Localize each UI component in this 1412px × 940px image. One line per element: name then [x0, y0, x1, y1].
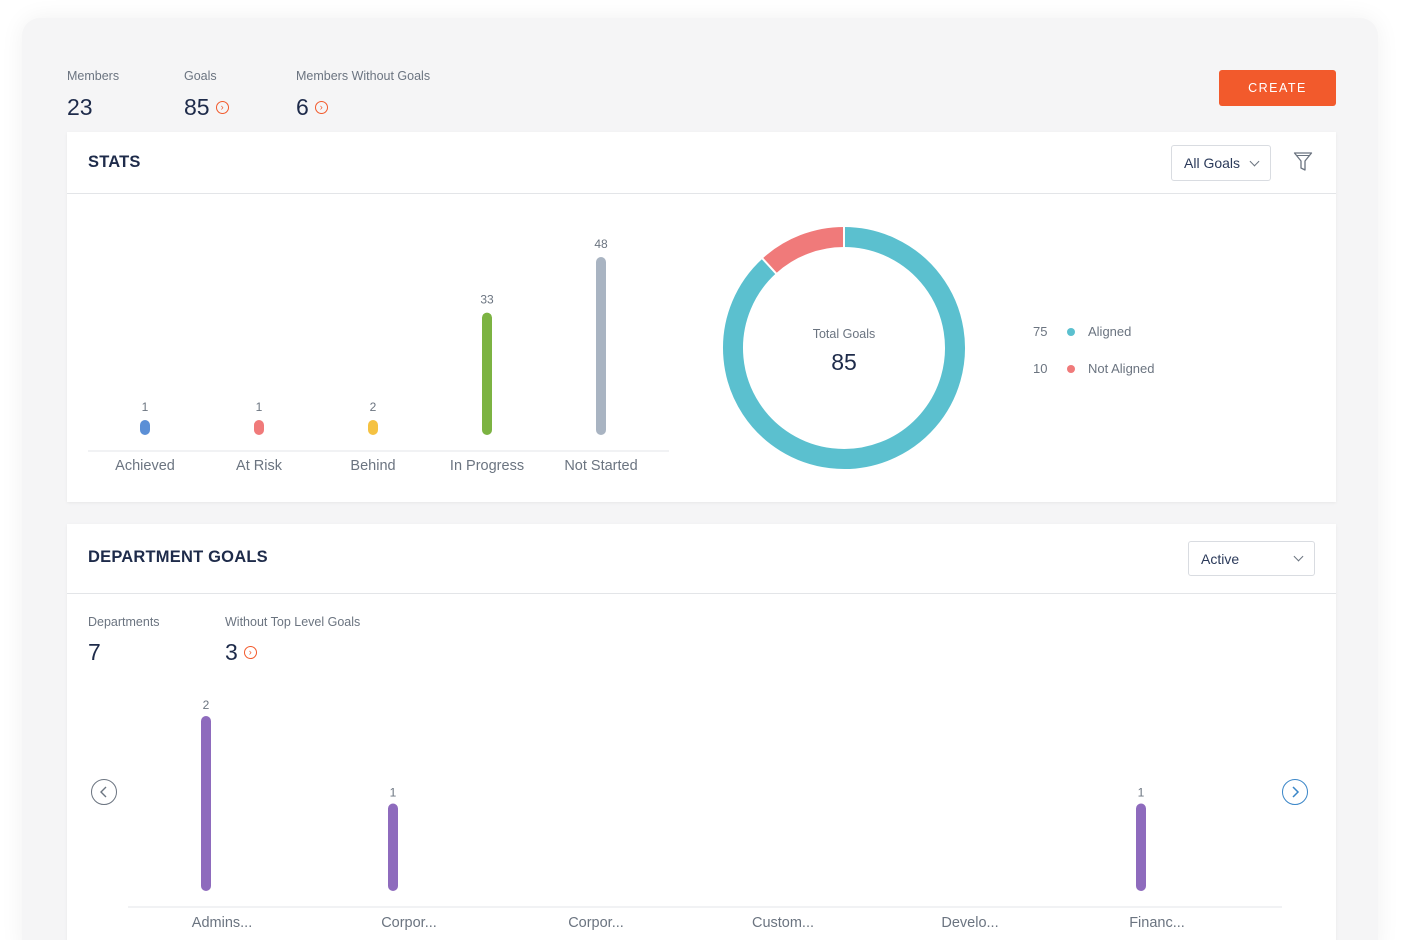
legend-item: 10 Not Aligned: [1033, 361, 1155, 376]
status-bar-value-label: 33: [480, 293, 494, 307]
donut-center-label: Total Goals: [812, 327, 876, 341]
department-bar-value-label: 1: [1138, 786, 1145, 800]
status-category-label: At Risk: [236, 458, 283, 474]
legend-dot: [1067, 327, 1075, 336]
department-bar-chart: 2 Admins... 1 Corpor... Corpor... Custom... De…: [128, 698, 1282, 931]
status-category-label: Achieved: [115, 458, 175, 474]
status-bar-chart: 1 Achieved 1 At Risk 2 Behind 33 In Progress 48 N…: [88, 237, 669, 474]
departments-value: 7: [88, 639, 101, 665]
status-select-value: Active: [1201, 550, 1240, 567]
without-top-level-goals-label: Without Top Level Goals: [225, 615, 361, 629]
alignment-donut-chart: [723, 226, 965, 469]
legend-label: Not Aligned: [1088, 361, 1155, 376]
stats-title: STATS: [88, 153, 141, 171]
legend-item: 75 Aligned: [1033, 324, 1155, 339]
status-category-label: In Progress: [450, 458, 524, 474]
members-without-goals-metric[interactable]: 6 ›: [296, 94, 328, 121]
status-bar-value-label: 48: [594, 237, 608, 251]
donut-slice: [723, 227, 965, 469]
legend-label: Aligned: [1088, 324, 1132, 339]
department-category-label: Admins...: [192, 915, 252, 931]
chevron-right-circle-icon[interactable]: ›: [243, 646, 257, 659]
department-category-label: Corpor...: [381, 915, 437, 931]
department-goals-title: DEPARTMENT GOALS: [88, 548, 268, 566]
donut-legend: 75 Aligned 10 Not Aligned: [1033, 324, 1155, 398]
members-without-goals-label: Members Without Goals: [296, 69, 431, 83]
chevron-right-circle-icon[interactable]: ›: [314, 101, 328, 114]
stats-divider: [67, 193, 1336, 194]
previous-arrow-icon[interactable]: [91, 779, 117, 805]
status-bar-value-label: 2: [370, 400, 377, 414]
legend-value: 75: [1033, 324, 1048, 339]
goals-metric[interactable]: 85 ›: [184, 94, 229, 121]
status-category-label: Behind: [350, 458, 395, 474]
chevron-down-icon: [1293, 551, 1304, 562]
department-bar: [1136, 803, 1146, 891]
status-bar: [254, 420, 264, 435]
department-category-label: Financ...: [1129, 915, 1185, 931]
department-bar-value-label: 1: [390, 786, 397, 800]
department-category-label: Corpor...: [568, 915, 624, 931]
chevron-right-circle-icon[interactable]: ›: [215, 101, 229, 114]
department-divider: [67, 593, 1336, 594]
status-category-label: Not Started: [564, 458, 637, 474]
members-value: 23: [67, 94, 93, 120]
department-bar-value-label: 2: [203, 698, 210, 712]
goals-value: 85: [184, 94, 210, 120]
department-category-label: Develo...: [941, 915, 998, 931]
donut-separator: [761, 257, 778, 275]
members-without-goals-value: 6: [296, 94, 309, 120]
without-top-level-goals-metric[interactable]: 3 ›: [225, 639, 257, 666]
filter-icon[interactable]: [1293, 151, 1313, 173]
department-bar: [388, 803, 398, 891]
legend-value: 10: [1033, 361, 1048, 376]
department-bar: [201, 716, 211, 891]
donut-center-value: 85: [831, 349, 857, 375]
department-category-label: Custom...: [752, 915, 814, 931]
status-bar: [368, 420, 378, 435]
status-select[interactable]: Active: [1188, 541, 1315, 576]
without-top-level-goals-value: 3: [225, 639, 238, 665]
legend-dot: [1067, 364, 1075, 373]
status-bar: [140, 420, 150, 435]
create-button[interactable]: CREATE: [1219, 70, 1336, 106]
status-bar: [482, 312, 492, 435]
status-bar-value-label: 1: [256, 400, 263, 414]
goals-filter-value: All Goals: [1184, 155, 1241, 171]
status-bar-value-label: 1: [142, 400, 149, 414]
stats-card: STATS All Goals 1 Achieved 1 At Risk 2 Behind…: [67, 132, 1336, 502]
donut-slice: [762, 227, 845, 274]
departments-label: Departments: [88, 615, 160, 629]
chevron-down-icon: [1249, 156, 1260, 166]
goals-filter-select[interactable]: All Goals: [1171, 145, 1271, 181]
department-goals-card: DEPARTMENT GOALS Active Departments 7 Wi…: [67, 524, 1336, 940]
next-arrow-icon[interactable]: [1282, 779, 1308, 805]
members-label: Members: [67, 69, 120, 83]
goals-label: Goals: [184, 69, 217, 83]
status-bar: [596, 257, 606, 435]
